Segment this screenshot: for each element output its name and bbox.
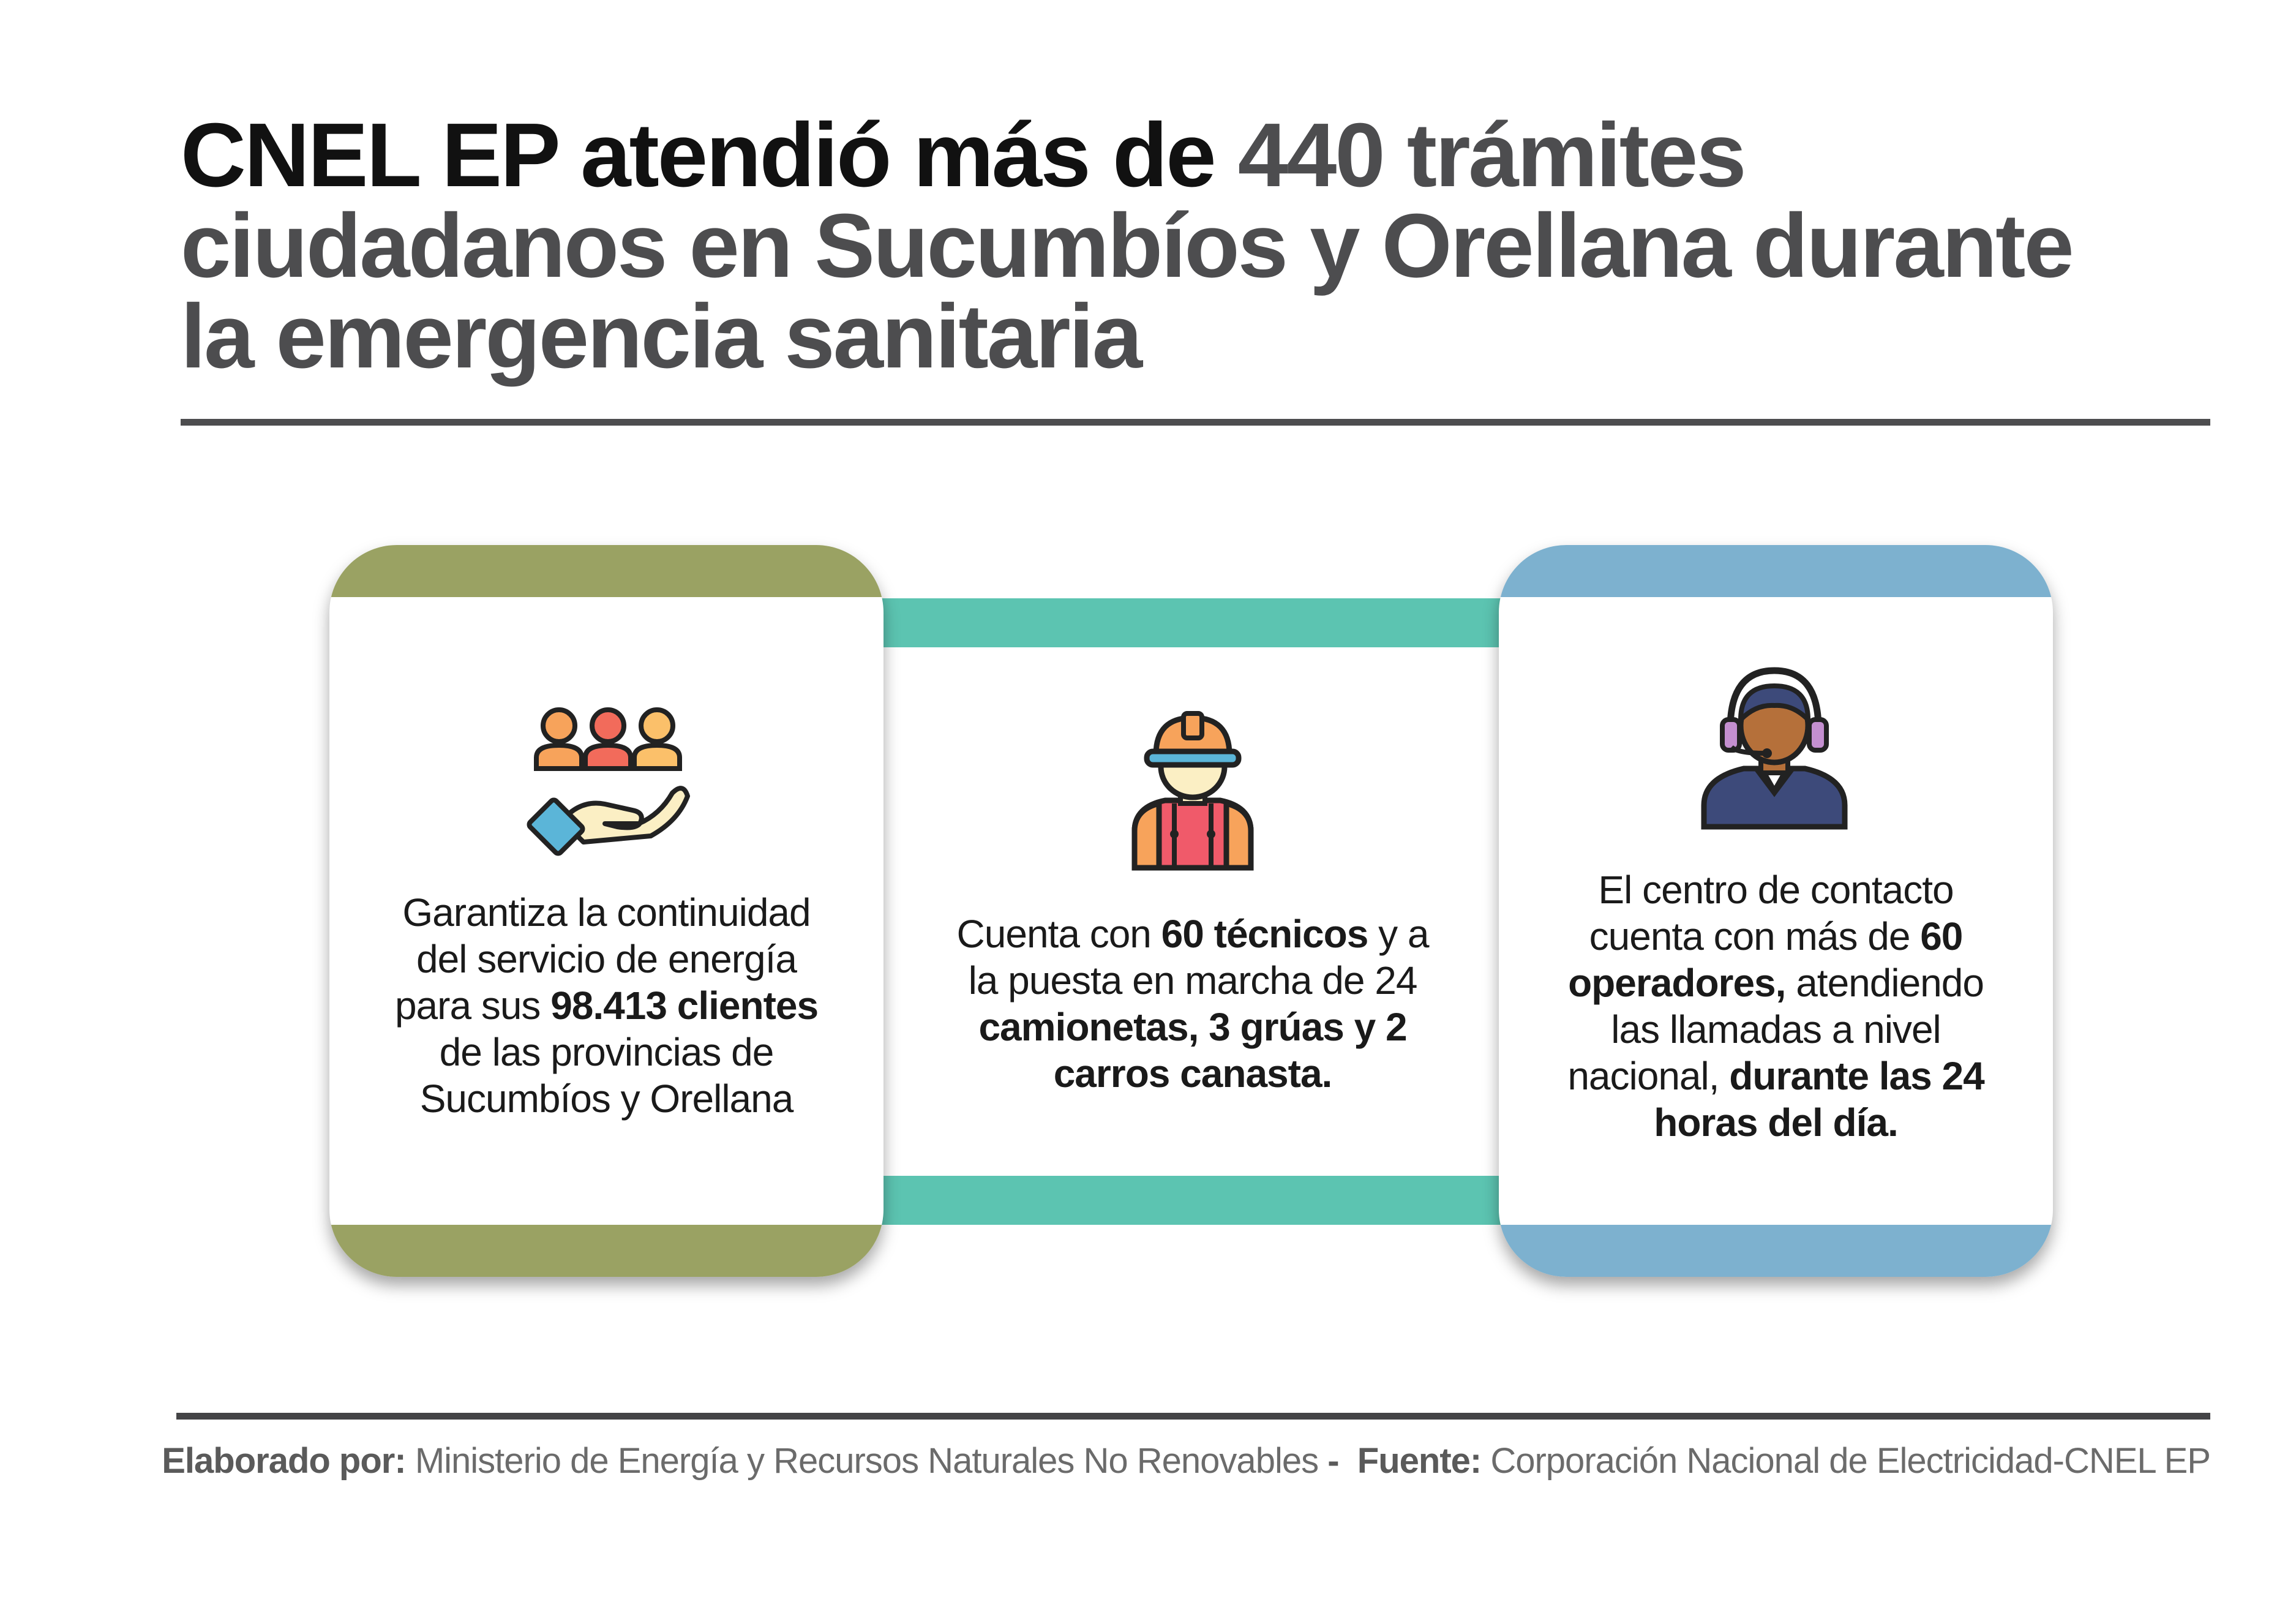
operators-count: 60 operadores, (1568, 914, 1963, 1005)
card-contact-center: El centro de contacto cuenta con más de … (1499, 545, 2053, 1277)
footer-separator: - (1327, 1441, 1339, 1481)
source-value: Corporación Nacional de Electricidad-CNE… (1490, 1441, 2211, 1481)
headline-gray-part: 440 trámites (1237, 105, 1747, 206)
right-text-a: El centro de contacto cuenta con más de (1589, 868, 1954, 958)
headline-line-1: CNEL EP atendió más de 440 trámites (181, 110, 2201, 201)
headline-line-2: ciudadanos en Sucumbíos y Orellana duran… (181, 195, 2074, 296)
left-card-text: Garantiza la continuidad del servicio de… (388, 889, 825, 1122)
headline-dark-part: CNEL EP atendió más de (181, 105, 1217, 206)
bottom-divider (176, 1413, 2210, 1420)
vehicles-list: camionetas, 3 grúas y 2 carros canasta. (978, 1005, 1407, 1096)
people-in-hand-icon (527, 707, 690, 856)
middle-panel: Cuenta con 60 técnicos y a la puesta en … (884, 647, 1499, 1176)
technicians-count: 60 técnicos (1161, 912, 1369, 956)
top-divider (181, 419, 2210, 426)
middle-text-a: Cuenta con (956, 912, 1161, 956)
prepared-by-label: Elaborado por: (162, 1441, 406, 1481)
service-hours: durante las 24 horas del día. (1654, 1054, 1984, 1145)
connector-bar-top (869, 598, 1512, 647)
card-cap-bottom (1499, 1225, 2053, 1277)
middle-text-c: y a la puesta en marcha de 24 (968, 912, 1430, 1002)
headline: CNEL EP atendió más de 440 trámites ciud… (181, 110, 2201, 382)
middle-card-text: Cuenta con 60 técnicos y a la puesta en … (951, 911, 1435, 1097)
worker-hardhat-icon (1131, 711, 1254, 871)
right-text-c: atendiendo las llamadas a nivel nacional… (1567, 961, 1984, 1098)
card-cap-top (329, 545, 884, 597)
card-cap-top (1499, 545, 2053, 597)
connector-bar-bottom (869, 1176, 1512, 1225)
left-text-pre: Garantiza la continuidad del servicio de… (394, 890, 811, 1028)
headline-line-3: la emergencia sanitaria (181, 286, 1142, 387)
call-center-operator-icon (1701, 667, 1848, 830)
left-text-post: de las provincias de Sucumbíos y Orellan… (419, 1030, 794, 1121)
card-cap-bottom (329, 1225, 884, 1277)
clients-count: 98.413 clientes (550, 984, 819, 1028)
source-label: Fuente: (1357, 1441, 1482, 1481)
right-card-text: El centro de contacto cuenta con más de … (1560, 867, 1992, 1146)
card-clients: Garantiza la continuidad del servicio de… (329, 545, 884, 1277)
prepared-by-value: Ministerio de Energía y Recursos Natural… (415, 1441, 1319, 1481)
credits-footer: Elaborado por: Ministerio de Energía y R… (162, 1440, 2211, 1481)
